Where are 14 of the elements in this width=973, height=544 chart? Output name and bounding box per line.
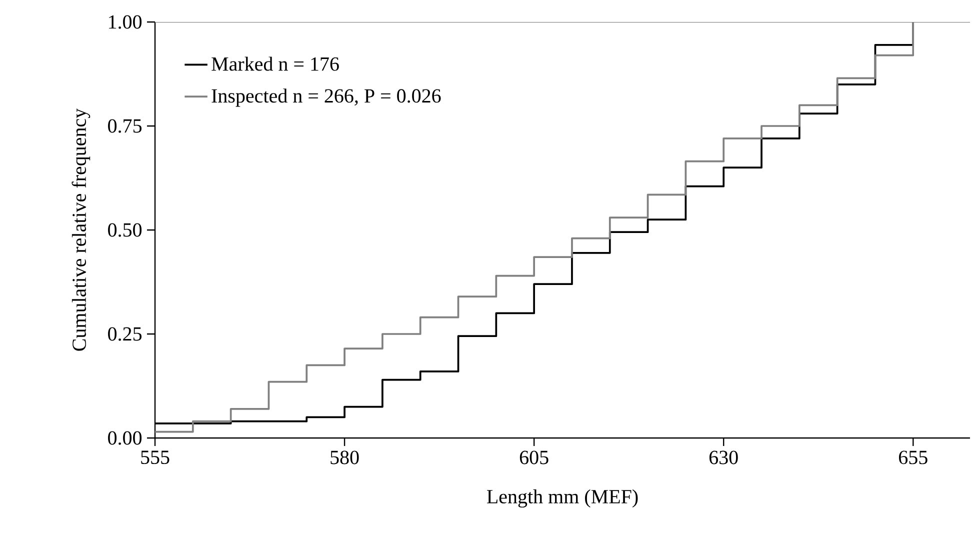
- y-tick-label: 0.25: [108, 327, 142, 341]
- x-axis-title: Length mm (MEF): [486, 489, 638, 508]
- y-tick-label: 0.75: [108, 119, 142, 133]
- x-tick-label: 630: [709, 450, 738, 464]
- y-tick-label: 0.50: [108, 223, 142, 237]
- x-tick-label: 580: [330, 450, 359, 464]
- legend-label: Inspected n = 266, P = 0.026: [212, 88, 441, 107]
- x-tick-label: 655: [899, 450, 928, 464]
- x-tick-label: 605: [520, 450, 548, 464]
- y-tick-label: 0.00: [108, 431, 142, 445]
- x-tick-label: 555: [141, 450, 170, 464]
- y-tick-label: 1.00: [109, 15, 142, 29]
- y-axis-title: Cumulative relative frequency: [72, 108, 90, 351]
- legend-label: Marked n = 176: [212, 56, 339, 71]
